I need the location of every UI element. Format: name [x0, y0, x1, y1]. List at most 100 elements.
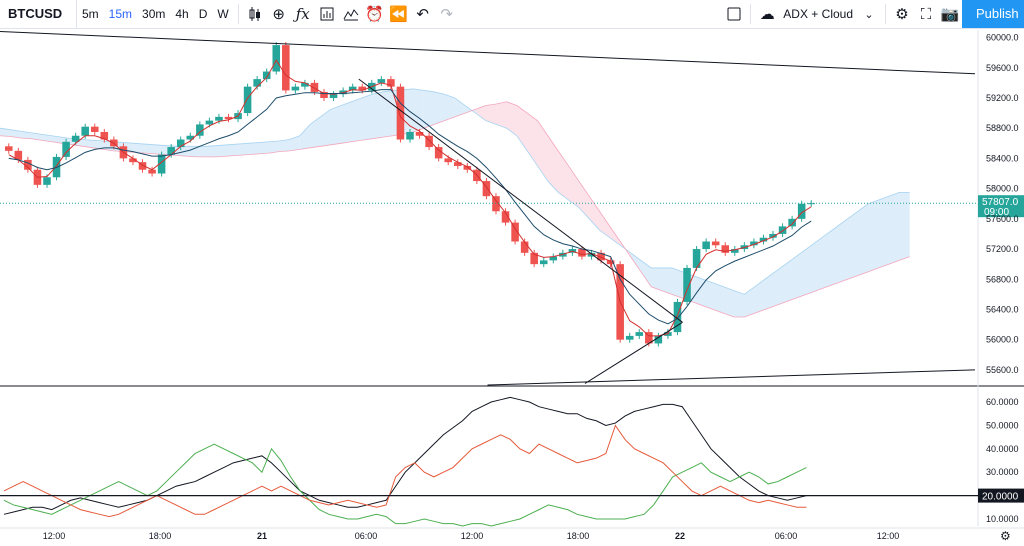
financials-icon[interactable] — [315, 0, 339, 28]
cloud-segment — [527, 113, 538, 166]
price-tick-label: 59600.0 — [986, 63, 1019, 73]
cloud-segment — [764, 271, 776, 310]
cloud-segment — [485, 104, 497, 125]
countdown-label: 09:00 — [984, 207, 1009, 218]
candle-body — [692, 249, 701, 268]
falling-trend-trendline — [358, 78, 683, 323]
candle-body — [291, 86, 300, 91]
cloud-segment — [268, 141, 280, 154]
price-tick-label: 60000.0 — [986, 33, 1019, 43]
interval-4h[interactable]: 4h — [175, 7, 189, 21]
candle-body — [415, 131, 424, 136]
adx-level-label: 20.0000 — [982, 492, 1019, 503]
candle-body — [520, 241, 529, 253]
candle-body — [157, 154, 166, 174]
candle-body — [176, 139, 185, 148]
interval-d[interactable]: D — [198, 7, 208, 21]
cloud-segment — [651, 267, 662, 291]
cloud-segment — [837, 218, 848, 284]
settings-gear-icon[interactable]: ⚙ — [895, 6, 909, 23]
candle-body — [492, 196, 500, 212]
cloud-segment — [547, 135, 559, 193]
candle-body — [559, 252, 567, 257]
cloud-segment — [423, 90, 435, 129]
cloud-segment — [82, 139, 94, 148]
candle-body — [301, 82, 309, 87]
cloud-segment — [175, 146, 187, 157]
cloud-segment — [413, 88, 424, 132]
candle-body — [721, 245, 730, 253]
camera-icon[interactable]: 📷 — [940, 6, 960, 23]
candle-body — [711, 241, 720, 246]
candle-body — [664, 332, 672, 336]
candle-body — [71, 135, 80, 142]
replay-icon[interactable]: ⏪ — [389, 6, 409, 23]
candle-body — [90, 126, 99, 132]
toolbar-divider — [750, 4, 752, 24]
cloud-segment — [41, 134, 52, 142]
cloud-segment — [682, 271, 693, 302]
undo-icon[interactable]: ↶ — [416, 6, 429, 23]
layout-name[interactable]: ADX + Cloud — [783, 7, 853, 21]
cloud-segment — [868, 199, 879, 272]
symbol-search[interactable]: BTCUSD — [0, 0, 77, 28]
bid-box[interactable]: 57832.0 — [8, 52, 55, 67]
cloud-segment — [630, 252, 641, 272]
indicators-collapse-toggle[interactable]: ⌄ 4 — [8, 75, 35, 88]
rising-support-trendline — [584, 321, 683, 384]
cloud-segment — [361, 94, 373, 141]
candle-body — [215, 116, 223, 121]
indicators-icon[interactable]: ƒx — [295, 5, 310, 23]
compare-add-icon[interactable]: ⊕ — [272, 6, 285, 23]
ask-box[interactable]: 57834.0 — [80, 52, 127, 67]
candle-body — [186, 135, 195, 140]
cloud-segment — [847, 211, 858, 280]
adx-tick-label: 50.0000 — [986, 420, 1019, 430]
cloud-lower-line — [0, 101, 910, 318]
interval-30m[interactable]: 30m — [142, 7, 166, 21]
cloud-segment — [609, 226, 621, 246]
candle-body — [167, 147, 175, 155]
cloud-segment — [744, 286, 755, 318]
cloud-segment — [434, 91, 445, 125]
cloud-segment — [692, 275, 703, 306]
candle-body — [549, 256, 558, 261]
redo-icon[interactable]: ↷ — [440, 6, 453, 23]
cloud-segment — [444, 94, 455, 121]
price-tick-label: 57200.0 — [986, 244, 1019, 254]
publish-button[interactable]: Publish — [962, 0, 1024, 28]
cloud-segment — [578, 181, 590, 219]
fullscreen-icon[interactable]: ⛶ — [920, 5, 932, 23]
adx-tick-label: 30.0000 — [986, 467, 1019, 477]
candle-body — [100, 131, 109, 140]
time-tick-label: 06:00 — [775, 531, 798, 541]
candle-body — [444, 158, 452, 163]
alert-icon[interactable]: ⏰ — [365, 6, 385, 23]
time-tick-label: 12:00 — [461, 531, 484, 541]
candle-body — [482, 181, 491, 197]
cloud-icon[interactable]: ☁ — [759, 6, 775, 23]
candle-body — [769, 233, 777, 238]
layout-square-icon[interactable] — [722, 0, 746, 28]
cloud-segment — [733, 290, 745, 318]
candle-body — [702, 241, 710, 250]
di-minus-line — [3, 424, 807, 518]
candle-body — [224, 116, 233, 120]
interval-w[interactable]: W — [217, 7, 229, 21]
time-tick-label: 21 — [257, 531, 267, 541]
chevron-icon: ⌄ — [13, 76, 22, 87]
price-tick-label: 59200.0 — [986, 93, 1019, 103]
candle-body — [406, 131, 414, 140]
price-tick-label: 58400.0 — [986, 153, 1019, 163]
templates-icon[interactable] — [339, 0, 363, 28]
candlestick-type-icon[interactable] — [243, 0, 267, 28]
cloud-segment — [806, 241, 817, 295]
interval-15m[interactable]: 15m — [108, 7, 133, 21]
candle-body — [138, 162, 147, 170]
interval-5m[interactable]: 5m — [82, 7, 99, 21]
chevron-down-icon[interactable]: ⌄ — [864, 8, 874, 21]
candle-body — [320, 91, 328, 98]
series-title[interactable]: Bitcoin / U.S. Dollar · 15 · BITFINEX — [8, 32, 185, 44]
ema-slow-line — [8, 89, 812, 325]
cloud-segment — [878, 196, 889, 268]
